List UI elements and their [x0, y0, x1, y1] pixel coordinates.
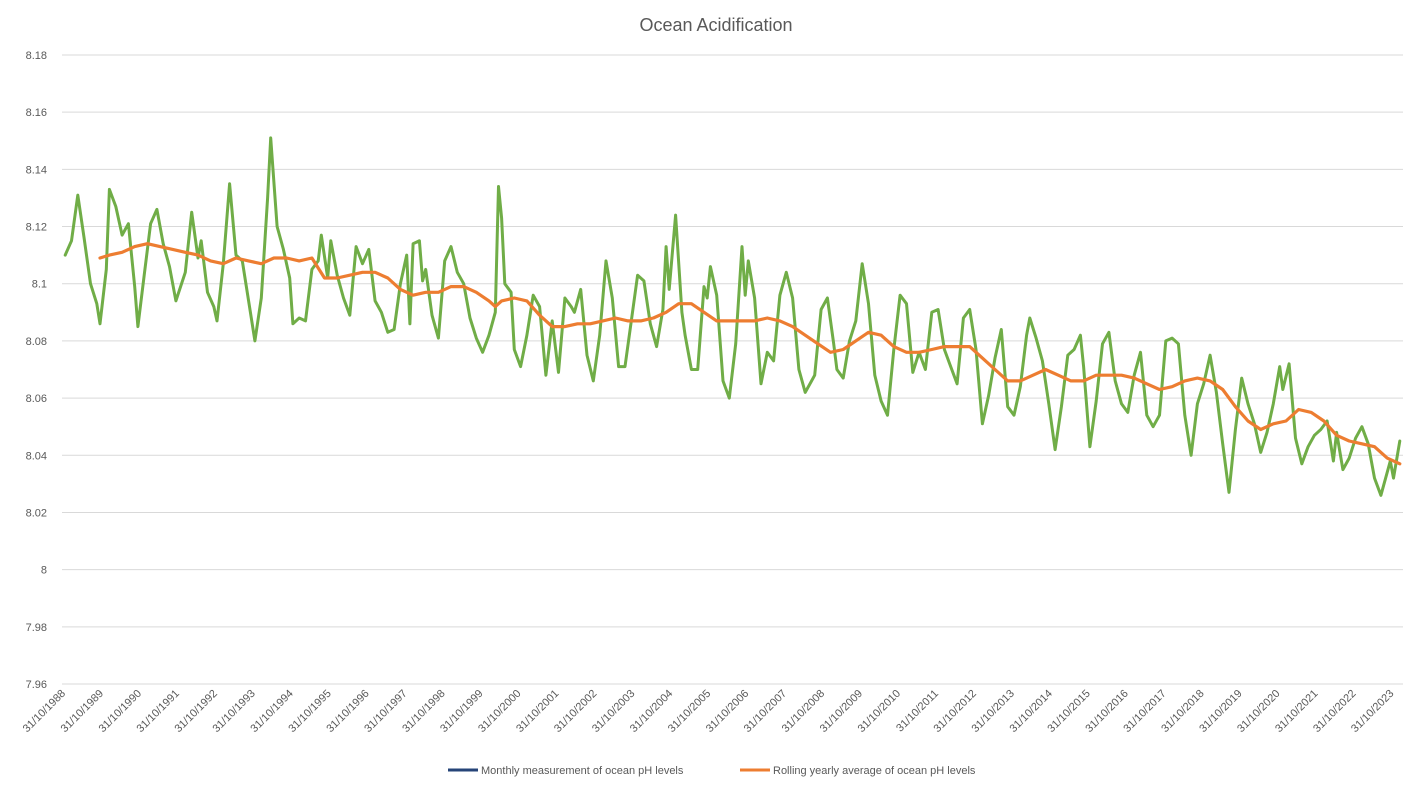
y-tick-label: 8.18 — [26, 50, 47, 62]
y-tick-label: 7.98 — [26, 622, 47, 634]
y-tick-label: 8.12 — [26, 222, 47, 234]
legend: Monthly measurement of ocean pH levels R… — [448, 765, 976, 777]
gridlines — [62, 54, 1403, 685]
y-tick-label: 8.08 — [26, 336, 47, 348]
y-tick-label: 8.16 — [26, 107, 47, 119]
y-tick-label: 8 — [41, 565, 47, 577]
y-tick-label: 8.14 — [26, 164, 47, 176]
y-tick-label: 8.06 — [26, 393, 47, 405]
legend-label-monthly: Monthly measurement of ocean pH levels — [481, 765, 684, 777]
series-line-rolling — [98, 242, 1402, 466]
y-tick-label: 8.02 — [26, 507, 47, 519]
y-tick-label: 8.04 — [26, 450, 47, 462]
y-tick-label: 7.96 — [26, 679, 47, 691]
series-lines — [63, 136, 1402, 497]
series-line-monthly — [63, 136, 1402, 497]
chart-title: Ocean Acidification — [639, 15, 792, 35]
y-tick-label: 8.1 — [32, 279, 47, 291]
x-axis-ticks: 31/10/198831/10/198931/10/199031/10/1991… — [21, 688, 1397, 735]
y-axis-ticks: 8.18 8.16 8.14 8.12 8.1 8.08 8.06 8.04 8.02 8 7.98… — [26, 50, 47, 691]
legend-label-rolling: Rolling yearly average of ocean pH level… — [773, 765, 976, 777]
